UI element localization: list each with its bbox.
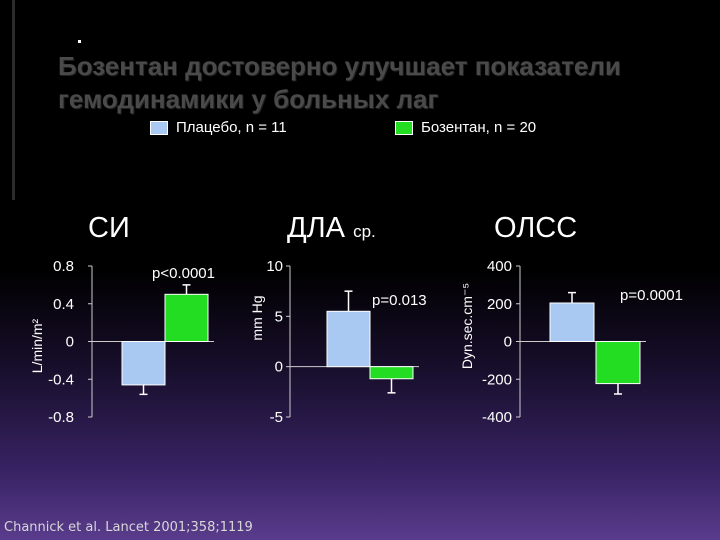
slide-title: Бозентан достоверно улучшает показатели … [58, 50, 678, 116]
pap-p-value: p=0.013 [372, 292, 427, 309]
ci-p-value: p<0.0001 [152, 265, 215, 282]
pap-tick-label: 5 [275, 308, 283, 325]
citation: Channick et al. Lancet 2001;358;1119 [4, 520, 253, 535]
pvr-p-value: p=0.0001 [620, 287, 683, 304]
pvr-tick-label: 400 [487, 258, 512, 275]
pvr-tick-label: -200 [482, 371, 512, 388]
slide-title-line-2: гемодинамики у больных лаг [58, 84, 439, 114]
pvr-tick-label: 0 [504, 334, 512, 351]
pap-tick-label: -5 [270, 409, 283, 426]
legend-swatch-placebo [150, 120, 168, 135]
pap-bar-bosentan [369, 366, 414, 380]
panel-title-pap-sub: ср. [353, 222, 376, 241]
decorative-dot [78, 40, 81, 43]
pvr-bar-bosentan [595, 341, 641, 385]
ci-tick-label: 0.8 [53, 258, 74, 275]
pvr-bar-placebo [549, 302, 595, 342]
legend-label-placebo: Плацебо, n = 11 [176, 119, 287, 136]
legend-item-placebo: Плацебо, n = 11 [150, 119, 287, 136]
panel-title-pap: ДЛА ср. [287, 212, 376, 245]
ci-tick-label: -0.4 [48, 371, 74, 388]
pvr-y-axis-label: Dyn.sec.cm⁻⁵ [459, 283, 475, 369]
pap-bar-placebo [326, 310, 371, 368]
pvr-tick-label: -400 [482, 409, 512, 426]
legend-swatch-bosentan [395, 120, 413, 135]
ci-bar-placebo [121, 341, 166, 386]
panel-title-ci: СИ [88, 212, 130, 244]
slide-title-line-1: Бозентан достоверно улучшает показатели [58, 51, 621, 81]
ci-tick-label: 0.4 [53, 296, 74, 313]
ci-bar-bosentan [164, 293, 209, 342]
pap-tick-label: 0 [275, 359, 283, 376]
pap-tick-label: 10 [266, 258, 283, 275]
pap-y-axis-label: mm Hg [249, 295, 265, 340]
legend-item-bosentan: Бозентан, n = 20 [395, 119, 536, 136]
slide-left-rule [12, 0, 15, 200]
panel-title-pvr: ОЛСС [494, 212, 578, 244]
ci-tick-label: 0 [66, 334, 74, 351]
pvr-tick-label: 200 [487, 296, 512, 313]
legend-label-bosentan: Бозентан, n = 20 [421, 119, 537, 136]
ci-tick-label: -0.8 [48, 409, 74, 426]
ci-y-axis-label: L/min/m² [29, 318, 45, 373]
panel-title-pap-main: ДЛА [287, 212, 346, 244]
